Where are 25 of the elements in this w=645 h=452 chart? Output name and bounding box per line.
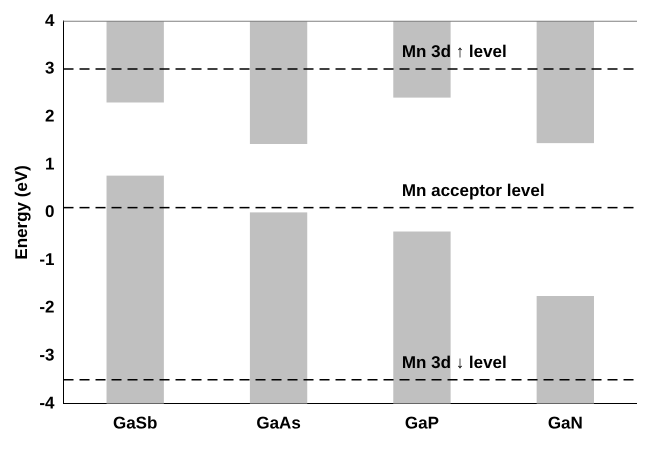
- y-tick-label: 2: [45, 106, 55, 126]
- ref-line-label: Mn 3d ↑ level: [402, 42, 507, 62]
- bar: [250, 212, 308, 404]
- bar: [250, 21, 308, 144]
- ref-line-label: Mn acceptor level: [402, 180, 545, 200]
- x-tick-label: GaN: [548, 413, 583, 432]
- ref-line-label: Mn 3d ↓ level: [402, 352, 507, 372]
- bar: [393, 21, 451, 98]
- bar: [393, 232, 451, 404]
- bar: [536, 21, 594, 144]
- bar: [106, 21, 164, 102]
- x-tick-label: GaP: [404, 413, 439, 432]
- y-tick-label: 1: [45, 154, 55, 174]
- y-tick-label: 4: [45, 10, 56, 30]
- y-tick-label: -3: [39, 345, 55, 364]
- y-tick-label: 3: [45, 58, 55, 78]
- y-tick-label: -2: [39, 298, 55, 317]
- y-tick-label: 0: [45, 202, 55, 222]
- bar: [106, 176, 164, 404]
- y-tick-label: -1: [39, 250, 55, 269]
- bar: [536, 296, 594, 404]
- x-tick-label: GaAs: [256, 413, 301, 432]
- y-tick-label: -4: [39, 393, 56, 412]
- x-tick-label: GaSb: [113, 413, 158, 432]
- y-axis-title: Energy (eV): [12, 165, 31, 260]
